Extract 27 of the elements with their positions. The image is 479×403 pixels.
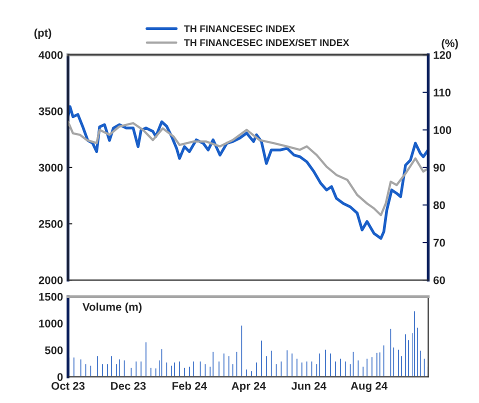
y-axis-title: (pt) <box>34 28 52 40</box>
legend-label: TH FINANCESEC INDEX <box>184 25 296 32</box>
y-tick-label: 1500 <box>39 292 63 301</box>
y-tick-label: 3000 <box>38 164 63 172</box>
y-tick-label: 2500 <box>38 220 63 228</box>
y2-tick-label: 120 <box>434 51 452 59</box>
y-tick-label: 0 <box>57 373 63 381</box>
x-tick-label: Jun 24 <box>291 382 326 390</box>
y2-tick-label: 80 <box>433 201 445 210</box>
y-tick-label: 1000 <box>39 320 63 328</box>
y2-axis-title: (%) <box>442 39 458 50</box>
y-tick-label: 3500 <box>38 107 63 116</box>
y2-tick-label: 100 <box>434 126 452 134</box>
legend-label: TH FINANCESEC INDEX/SET INDEX <box>184 38 350 46</box>
y-tick-label: 500 <box>44 346 63 354</box>
y2-tick-label: 60 <box>433 276 445 284</box>
y2-tick-label: 110 <box>434 88 451 96</box>
y2-tick-label: 90 <box>433 164 445 172</box>
x-tick-label: Dec 23 <box>111 382 146 390</box>
y-tick-label: 2000 <box>38 276 63 284</box>
x-tick-label: Oct 23 <box>51 382 85 390</box>
y2-tick-label: 70 <box>434 238 445 247</box>
x-tick-label: Apr 24 <box>232 382 266 392</box>
x-tick-label: Feb 24 <box>172 382 207 390</box>
x-tick-label: Aug 24 <box>350 382 388 392</box>
text: Volume (m) <box>82 302 142 314</box>
y-tick-label: 4000 <box>38 51 63 59</box>
